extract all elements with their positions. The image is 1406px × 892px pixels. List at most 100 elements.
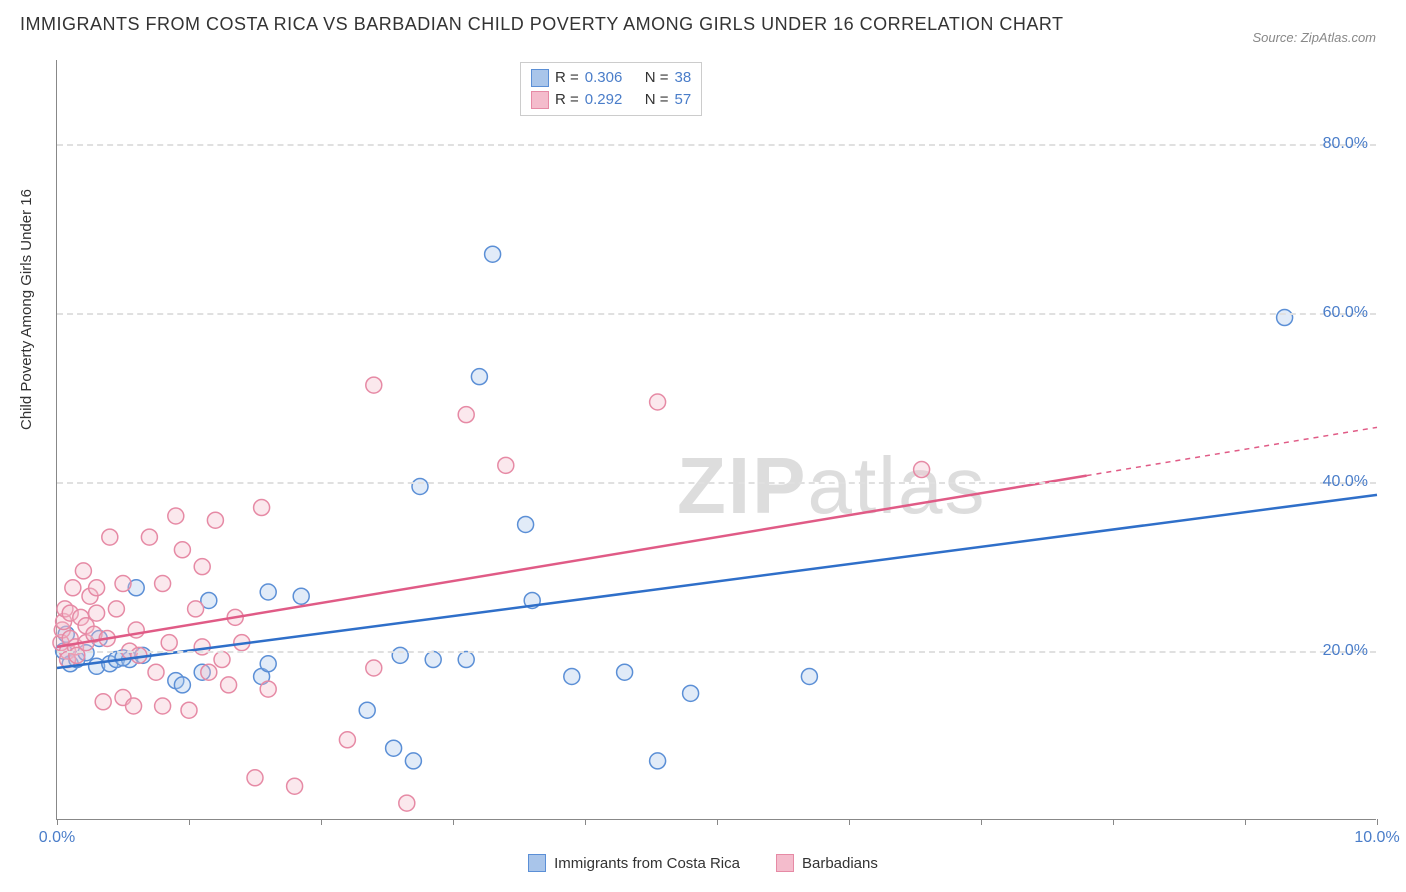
y-axis-label: Child Poverty Among Girls Under 16 <box>18 189 35 430</box>
legend-swatch <box>531 69 549 87</box>
x-tick-mark <box>717 819 718 825</box>
data-point <box>650 394 666 410</box>
data-point <box>65 580 81 596</box>
gridline <box>57 651 1376 653</box>
legend-correlation: R =0.306N =38R = 0.292 N = 57 <box>520 62 702 116</box>
source-label: Source: ZipAtlas.com <box>1252 30 1376 45</box>
gridline <box>57 144 1376 146</box>
data-point <box>287 778 303 794</box>
legend-r-label: R = <box>555 89 579 111</box>
data-point <box>399 795 415 811</box>
x-tick-mark <box>1245 819 1246 825</box>
data-point <box>148 664 164 680</box>
data-point <box>498 457 514 473</box>
data-point <box>518 516 534 532</box>
x-tick-mark <box>57 819 58 825</box>
legend-n-value: 38 <box>675 67 692 89</box>
legend-series-item: Immigrants from Costa Rica <box>528 854 740 872</box>
data-point <box>366 377 382 393</box>
x-tick-label: 10.0% <box>1354 829 1399 847</box>
data-point <box>247 770 263 786</box>
data-point <box>1277 310 1293 326</box>
data-point <box>359 702 375 718</box>
plot-area: ZIPatlas 20.0%40.0%60.0%80.0%0.0%10.0% <box>56 60 1376 820</box>
data-point <box>221 677 237 693</box>
data-point <box>425 652 441 668</box>
data-point <box>75 563 91 579</box>
data-point <box>174 677 190 693</box>
data-point <box>174 542 190 558</box>
data-point <box>126 698 142 714</box>
regression-line-dashed <box>1087 427 1377 475</box>
data-point <box>366 660 382 676</box>
data-point <box>458 407 474 423</box>
data-point <box>386 740 402 756</box>
data-point <box>339 732 355 748</box>
x-tick-mark <box>585 819 586 825</box>
gridline <box>57 313 1376 315</box>
data-point <box>405 753 421 769</box>
gridline <box>57 482 1376 484</box>
x-tick-mark <box>849 819 850 825</box>
data-point <box>161 635 177 651</box>
data-point <box>650 753 666 769</box>
data-point <box>181 702 197 718</box>
data-point <box>914 462 930 478</box>
x-tick-label: 0.0% <box>39 829 75 847</box>
data-point <box>89 605 105 621</box>
legend-n-label: N = <box>645 89 669 111</box>
x-tick-mark <box>981 819 982 825</box>
data-point <box>214 652 230 668</box>
legend-series: Immigrants from Costa Rica Barbadians <box>0 854 1406 876</box>
legend-series-item: Barbadians <box>776 854 878 872</box>
data-point <box>293 588 309 604</box>
y-tick-label: 20.0% <box>1323 642 1368 660</box>
data-point <box>471 369 487 385</box>
legend-r-value: 0.292 <box>585 89 639 111</box>
legend-series-label: Immigrants from Costa Rica <box>554 855 740 872</box>
y-tick-label: 80.0% <box>1323 135 1368 153</box>
regression-line <box>57 476 1087 647</box>
data-point <box>188 601 204 617</box>
data-point <box>564 668 580 684</box>
data-point <box>260 584 276 600</box>
data-point <box>194 559 210 575</box>
data-point <box>168 508 184 524</box>
data-point <box>115 576 131 592</box>
x-tick-mark <box>321 819 322 825</box>
data-point <box>102 529 118 545</box>
data-point <box>801 668 817 684</box>
data-point <box>392 647 408 663</box>
data-point <box>89 580 105 596</box>
x-tick-mark <box>189 819 190 825</box>
legend-n-value: 57 <box>675 89 692 111</box>
data-point <box>207 512 223 528</box>
data-point <box>95 694 111 710</box>
legend-correlation-row: R = 0.292 N = 57 <box>531 89 691 111</box>
y-tick-label: 60.0% <box>1323 304 1368 322</box>
legend-correlation-row: R =0.306N =38 <box>531 67 691 89</box>
x-tick-mark <box>1113 819 1114 825</box>
data-point <box>683 685 699 701</box>
data-point <box>260 656 276 672</box>
legend-swatch <box>528 854 546 872</box>
regression-line <box>57 495 1377 668</box>
data-point <box>254 500 270 516</box>
data-point <box>260 681 276 697</box>
x-tick-mark <box>453 819 454 825</box>
data-point <box>485 246 501 262</box>
x-tick-mark <box>1377 819 1378 825</box>
data-point <box>412 478 428 494</box>
data-point <box>458 652 474 668</box>
data-point <box>155 576 171 592</box>
data-point <box>617 664 633 680</box>
data-point <box>155 698 171 714</box>
data-point <box>201 664 217 680</box>
y-tick-label: 40.0% <box>1323 473 1368 491</box>
data-point <box>108 601 124 617</box>
legend-swatch <box>531 91 549 109</box>
chart-title: IMMIGRANTS FROM COSTA RICA VS BARBADIAN … <box>20 14 1064 35</box>
legend-series-label: Barbadians <box>802 855 878 872</box>
legend-swatch <box>776 854 794 872</box>
legend-r-value: 0.306 <box>585 67 639 89</box>
